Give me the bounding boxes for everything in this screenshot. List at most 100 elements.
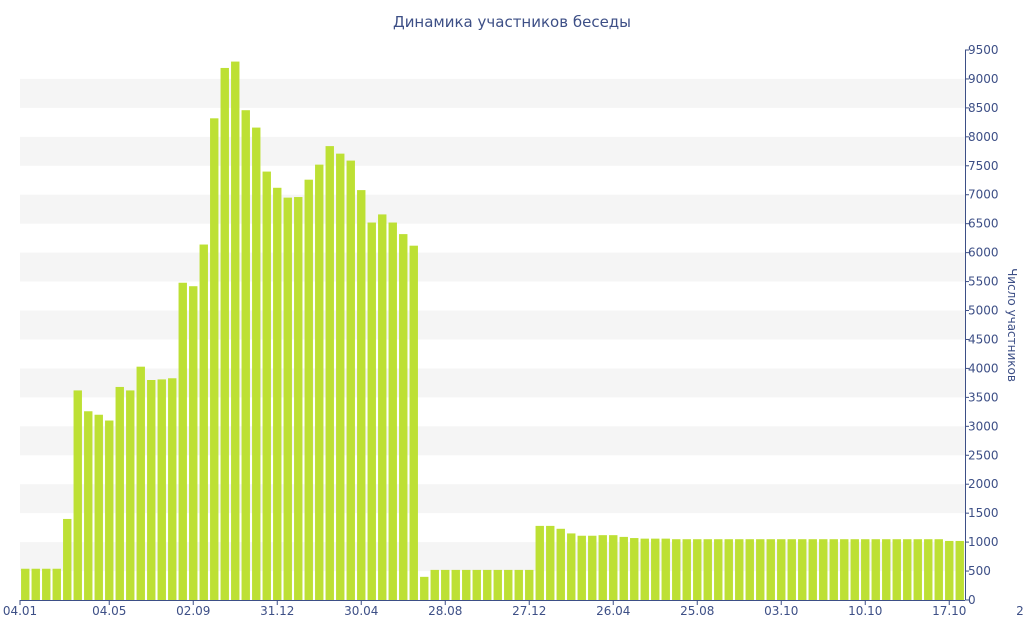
bar <box>105 420 114 600</box>
grid-bands <box>20 78 965 572</box>
bar <box>850 539 859 600</box>
bars <box>21 61 964 601</box>
bar <box>661 538 670 600</box>
x-tick-label: 02.09 <box>176 604 210 618</box>
bar <box>378 214 387 601</box>
bar <box>315 164 324 600</box>
bar <box>42 568 51 600</box>
x-tick-label: 31.12 <box>260 604 294 618</box>
y-tick-label: 4500 <box>968 332 999 346</box>
bar <box>693 539 702 600</box>
bar <box>913 539 922 600</box>
x-tick-label: 25.08 <box>680 604 714 618</box>
bar <box>273 187 282 601</box>
bar <box>73 390 82 600</box>
bar <box>157 379 166 600</box>
bar <box>714 539 723 600</box>
bar <box>84 411 93 600</box>
bar <box>63 518 72 600</box>
x-tick-label: 24.10 <box>1016 604 1024 618</box>
bar <box>630 538 639 600</box>
bar <box>147 380 156 600</box>
bar <box>483 569 492 600</box>
bar <box>304 179 313 600</box>
x-tick-label: 04.05 <box>92 604 126 618</box>
bar <box>420 576 429 600</box>
bar <box>619 536 628 600</box>
x-tick-label: 10.10 <box>848 604 882 618</box>
bar <box>745 539 754 600</box>
y-tick-label: 1000 <box>968 535 999 549</box>
bar <box>252 127 261 600</box>
bar <box>357 190 366 601</box>
bar <box>241 110 250 601</box>
bar <box>535 525 544 600</box>
bar <box>567 533 576 600</box>
y-tick-labels: 0 500 1000 1500 2000 2500 3000 3500 4000 4500 5000… <box>965 43 999 607</box>
bar <box>409 245 418 600</box>
y-tick-label: 3000 <box>968 419 999 433</box>
y-tick-label: 7000 <box>968 188 999 202</box>
bar <box>934 539 943 600</box>
bar <box>399 234 408 601</box>
grid-band <box>20 310 965 340</box>
bar <box>136 366 145 600</box>
bar <box>556 528 565 600</box>
bar <box>798 539 807 600</box>
y-tick-label: 3500 <box>968 390 999 404</box>
bar <box>766 539 775 600</box>
grid-band <box>20 542 965 572</box>
bar <box>168 378 177 600</box>
chart-title: Динамика участников беседы <box>392 13 632 31</box>
bar <box>546 525 555 600</box>
grid-band <box>20 194 965 224</box>
bar <box>724 539 733 600</box>
bar <box>777 539 786 600</box>
bar <box>756 539 765 600</box>
bar <box>262 171 271 600</box>
grid-band <box>20 426 965 456</box>
bar <box>882 539 891 600</box>
x-tick-label: 30.04 <box>344 604 378 618</box>
y-tick-label: 4000 <box>968 361 999 375</box>
bar <box>21 568 30 600</box>
bar <box>367 222 376 600</box>
bar <box>336 153 345 600</box>
bar <box>598 535 607 600</box>
bar <box>924 539 933 600</box>
bar <box>220 67 229 600</box>
x-tick-labels: 04.01 04.05 02.09 31.12 30.04 28.08 27.12 26.04… <box>3 600 1024 618</box>
bar <box>210 118 219 600</box>
bar <box>231 61 240 600</box>
grid-band <box>20 136 965 166</box>
bar <box>892 539 901 600</box>
bar <box>31 568 40 600</box>
x-tick-label: 17.10 <box>932 604 966 618</box>
y-axis-label: Число участников <box>1005 268 1019 382</box>
bar <box>504 569 513 600</box>
bar <box>325 146 334 601</box>
bar <box>430 569 439 600</box>
bar <box>94 414 103 600</box>
bar <box>871 539 880 600</box>
bar <box>945 540 954 600</box>
y-tick-label: 6000 <box>968 246 999 260</box>
bar <box>861 539 870 600</box>
y-tick-label: 0 <box>968 593 976 607</box>
x-tick-label: 27.12 <box>512 604 546 618</box>
bar <box>651 538 660 600</box>
x-tick-label: 28.08 <box>428 604 462 618</box>
bar <box>682 539 691 600</box>
bar <box>609 535 618 600</box>
x-tick-label: 26.04 <box>596 604 630 618</box>
y-tick-label: 7500 <box>968 159 999 173</box>
bar <box>577 535 586 600</box>
y-tick-label: 500 <box>968 564 991 578</box>
bar <box>493 569 502 600</box>
grid-band <box>20 484 965 514</box>
bar <box>903 539 912 600</box>
bar <box>640 538 649 600</box>
bar <box>388 222 397 600</box>
grid-band <box>20 368 965 398</box>
